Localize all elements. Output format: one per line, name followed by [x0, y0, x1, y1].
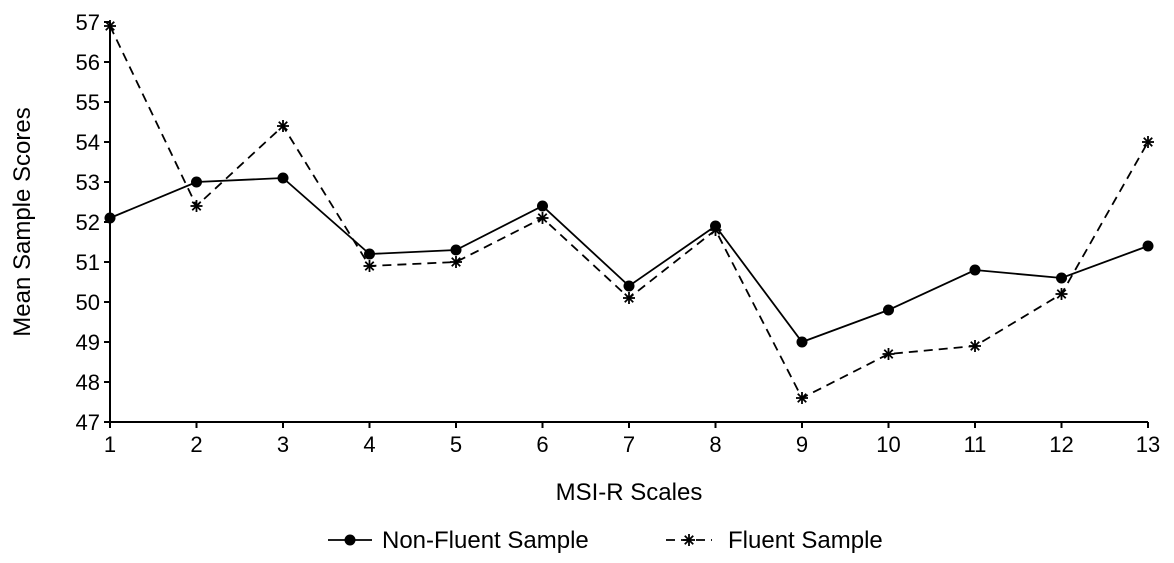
x-tick-label-8: 8: [709, 432, 721, 457]
series-0-point-4: [364, 248, 375, 260]
x-tick-label-11: 11: [964, 432, 987, 457]
y-tick-label-54: 54: [76, 130, 100, 155]
y-tick-label-50: 50: [76, 290, 100, 315]
y-tick-label-57: 57: [76, 10, 100, 35]
x-tick-label-6: 6: [536, 432, 548, 457]
legend-asterisk: [683, 534, 695, 546]
series-line-1: [109, 25, 1149, 400]
series-1-point-1: [104, 20, 116, 32]
series-1-point-12: [1055, 288, 1068, 300]
y-tick-label-49: 49: [76, 330, 100, 355]
series-0-point-10: [883, 304, 894, 316]
series-1-point-10: [882, 348, 895, 360]
series-1-point-13: [1142, 136, 1154, 148]
series-0-point-2: [191, 176, 202, 188]
legend-swatch-non-fluent-marker: [344, 534, 356, 546]
x-axis-ticks: 1 2 3 4 5 6 7 8 9 10 11 12 13: [104, 422, 1160, 457]
legend-item-non-fluent: Non-Fluent Sample: [328, 527, 589, 554]
legend-label-non-fluent: Non-Fluent Sample: [382, 527, 589, 554]
x-tick-label-5: 5: [450, 432, 462, 457]
legend-label-fluent: Fluent Sample: [728, 527, 883, 554]
y-tick-label-52: 52: [76, 210, 100, 235]
y-tick-label-55: 55: [76, 90, 100, 115]
legend: Non-Fluent Sample Fluent Sample: [328, 527, 883, 554]
series-1-point-7: [623, 292, 635, 304]
series-1-point-11: [969, 340, 981, 352]
series-1-point-5: [450, 256, 462, 268]
series-0-point-13: [1142, 240, 1154, 252]
x-tick-label-1: 1: [104, 432, 116, 457]
series-1-point-6: [536, 212, 549, 224]
axes: [109, 22, 1148, 423]
y-tick-label-53: 53: [76, 170, 100, 195]
x-tick-label-4: 4: [363, 432, 375, 457]
y-tick-label-51: 51: [76, 250, 100, 275]
x-tick-label-10: 10: [876, 432, 900, 457]
series-0-point-3: [277, 172, 289, 184]
series-0-point-5: [450, 244, 462, 256]
series-1-point-8: [709, 224, 722, 236]
x-tick-label-9: 9: [796, 432, 808, 457]
legend-item-fluent: Fluent Sample: [666, 527, 883, 554]
x-tick-label-2: 2: [190, 432, 202, 457]
series-1-point-9: [796, 392, 808, 404]
series-0-point-12: [1056, 272, 1067, 284]
series-1-point-3: [277, 120, 289, 132]
y-axis-ticks: 47 48 49 50 51 52 53 54 55 56 57: [76, 10, 110, 435]
series-0-point-9: [796, 336, 808, 348]
x-tick-label-13: 13: [1136, 432, 1160, 457]
y-axis-title: Mean Sample Scores: [9, 107, 36, 336]
series-1-point-2: [190, 200, 203, 212]
series-0-point-11: [969, 264, 981, 276]
series-layer: [104, 20, 1154, 404]
series-1-point-4: [363, 260, 376, 272]
y-tick-label-47: 47: [76, 410, 100, 435]
series-line-0: [109, 177, 1149, 344]
series-0-point-1: [104, 212, 116, 224]
series-0-point-6: [537, 200, 548, 212]
x-tick-label-7: 7: [623, 432, 635, 457]
y-tick-label-48: 48: [76, 370, 100, 395]
x-tick-label-3: 3: [277, 432, 289, 457]
legend-swatch-fluent-marker: [683, 534, 695, 546]
y-tick-label-56: 56: [76, 50, 100, 75]
x-axis-title: MSI-R Scales: [556, 479, 703, 506]
series-0-point-7: [623, 280, 635, 292]
x-tick-label-12: 12: [1049, 432, 1073, 457]
